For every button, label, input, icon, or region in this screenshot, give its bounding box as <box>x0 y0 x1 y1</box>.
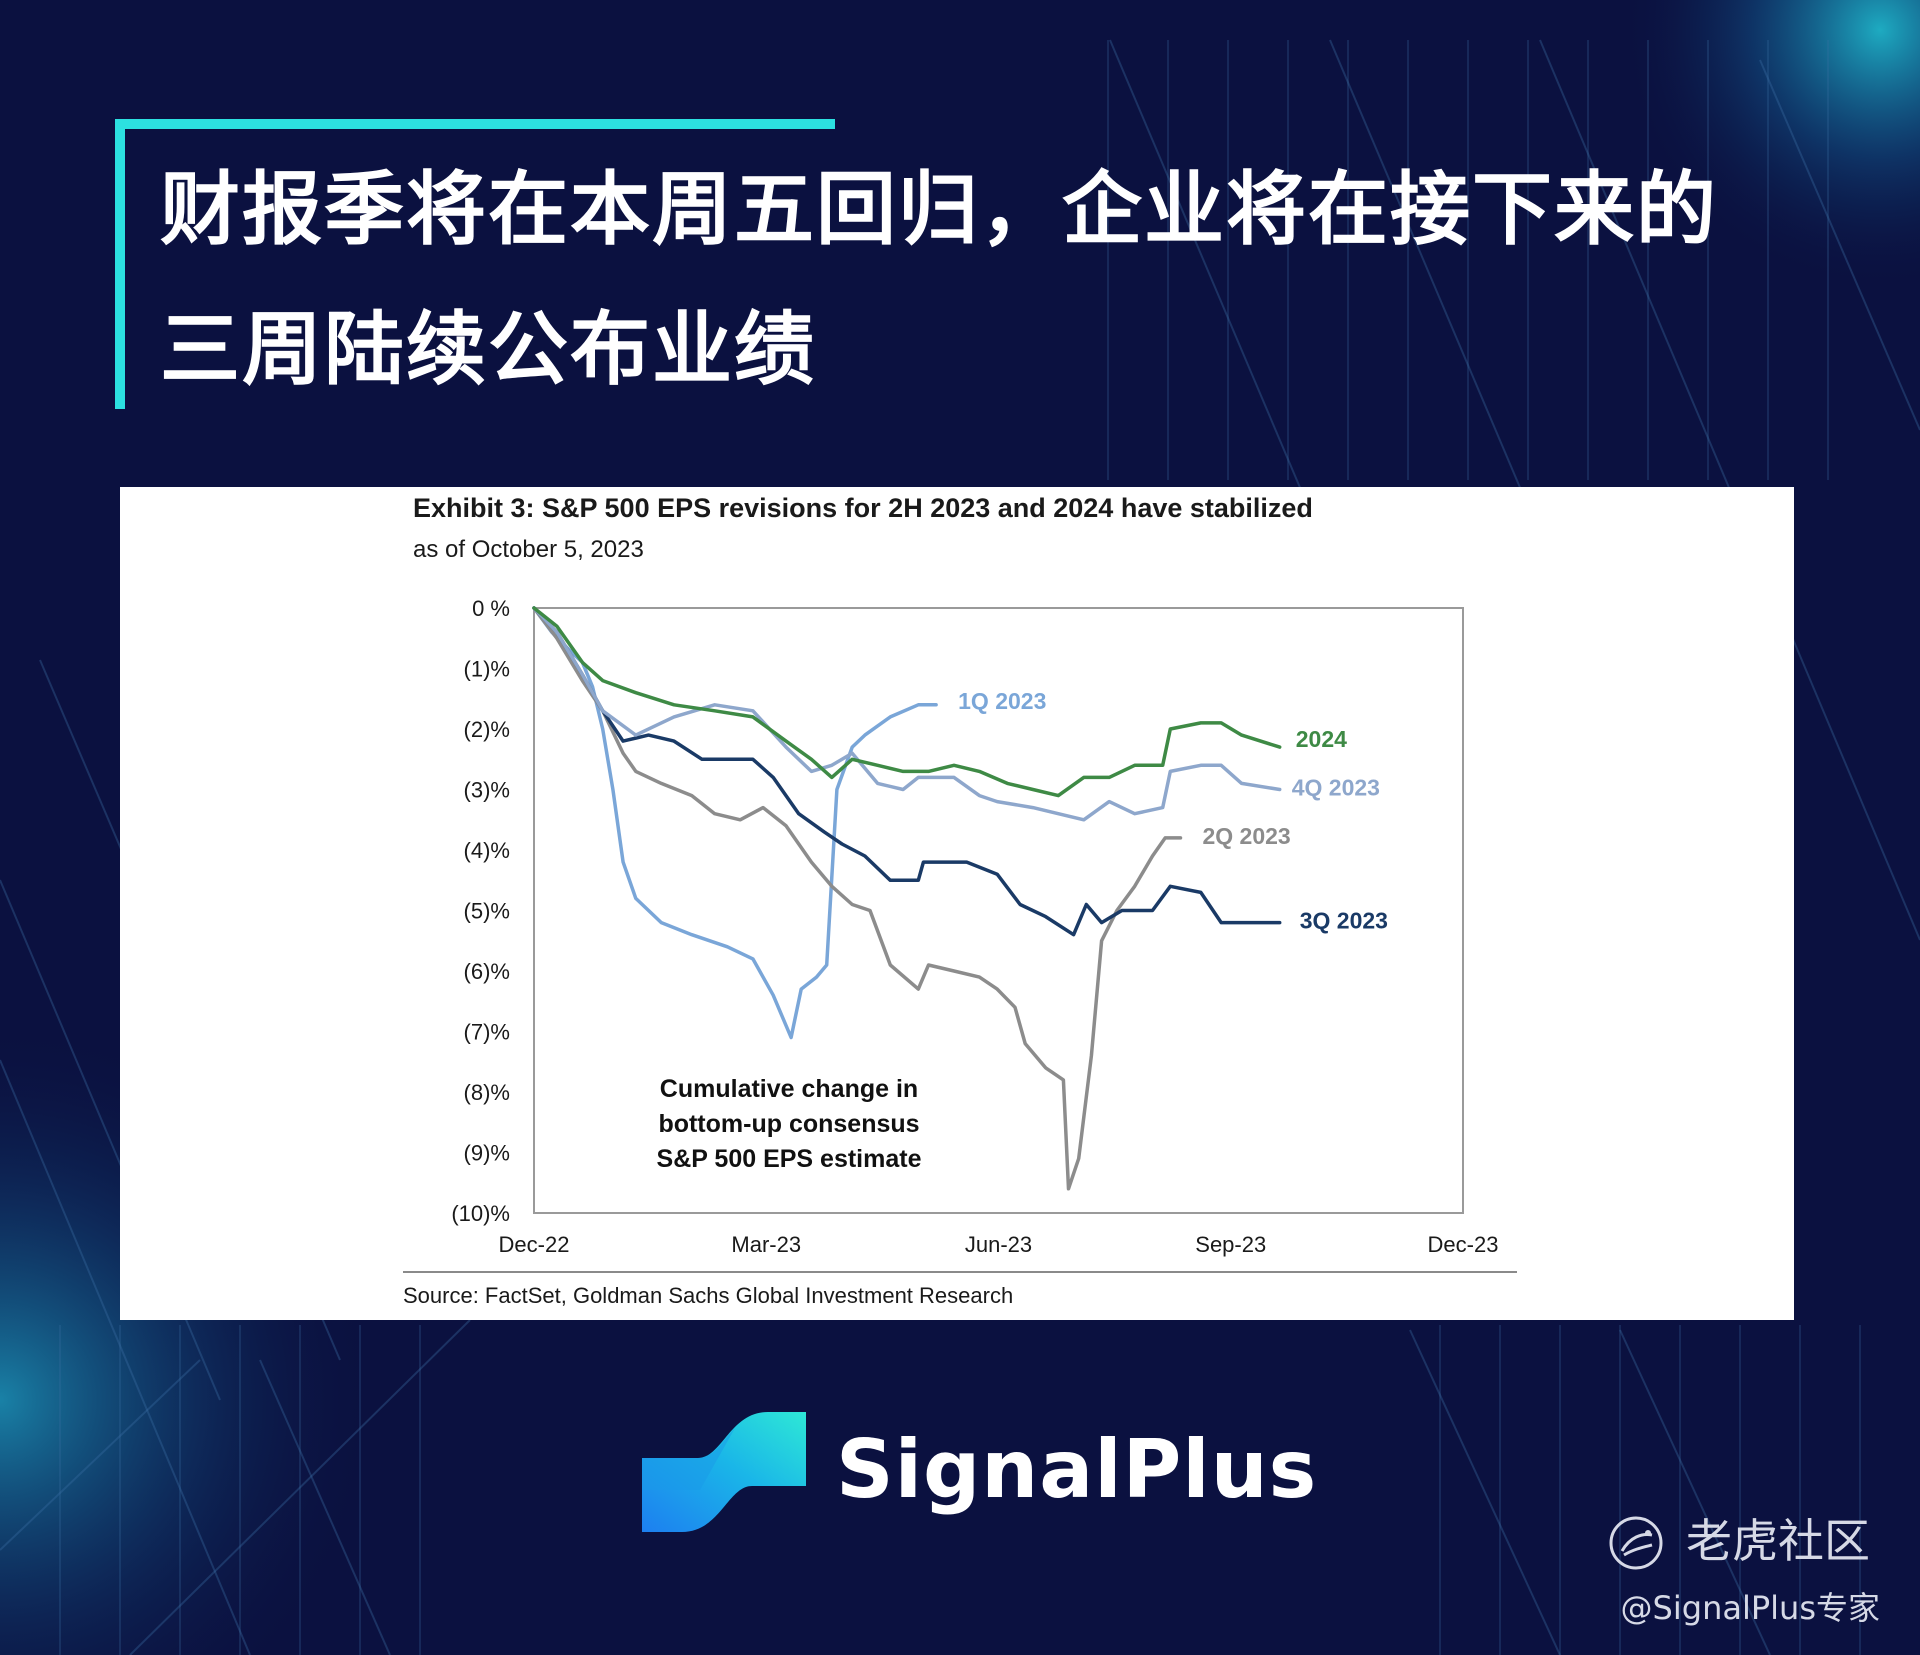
y-tick-label: (9)% <box>464 1141 510 1166</box>
page-title: 财报季将在本周五回归，企业将在接下来的 三周陆续公布业绩 <box>160 140 1800 420</box>
y-tick-label: (4)% <box>464 838 510 863</box>
watermark-community: 老虎社区 <box>1686 1514 1870 1568</box>
y-tick-label: (5)% <box>464 899 510 924</box>
chart-source: Source: FactSet, Goldman Sachs Global In… <box>403 1283 1014 1308</box>
page-title-line-1: 财报季将在本周五回归，企业将在接下来的 <box>160 163 1718 256</box>
series-label-1q-2023: 1Q 2023 <box>958 688 1046 714</box>
y-tick-label: (1)% <box>464 657 510 682</box>
x-tick-label: Sep-23 <box>1195 1232 1266 1257</box>
series-line-2q-2023 <box>532 606 1183 1191</box>
page-title-line-2: 三周陆续公布业绩 <box>160 303 816 396</box>
series-line-4q-2023 <box>532 606 1282 822</box>
title-accent-bar-top <box>115 119 835 129</box>
watermark-handle: @SignalPlus专家 <box>1620 1589 1880 1627</box>
y-tick-label: 0 % <box>472 596 510 621</box>
exhibit-card: Exhibit 3: S&P 500 EPS revisions for 2H … <box>120 487 1794 1320</box>
series-label-4q-2023: 4Q 2023 <box>1292 775 1380 801</box>
x-tick-label: Jun-23 <box>965 1232 1032 1257</box>
brand-name: SignalPlus <box>836 1423 1318 1516</box>
chart-subtitle: as of October 5, 2023 <box>413 536 644 563</box>
series-label-3q-2023: 3Q 2023 <box>1300 908 1388 934</box>
chart-annotation-line: bottom-up consensus <box>658 1110 919 1138</box>
y-tick-label: (10)% <box>451 1201 510 1226</box>
title-accent-bar-left <box>115 119 125 409</box>
chart-annotation-line: S&P 500 EPS estimate <box>657 1145 922 1173</box>
chart-title: Exhibit 3: S&P 500 EPS revisions for 2H … <box>413 493 1313 523</box>
y-tick-label: (8)% <box>464 1080 510 1105</box>
series-line-1q-2023 <box>532 606 938 1040</box>
series-label-2q-2023: 2Q 2023 <box>1202 823 1290 849</box>
signalplus-logo-icon <box>642 1412 806 1532</box>
x-tick-label: Dec-23 <box>1428 1232 1499 1257</box>
chart-annotation-line: Cumulative change in <box>660 1075 918 1103</box>
y-tick-label: (7)% <box>464 1020 510 1045</box>
x-tick-label: Dec-22 <box>499 1232 570 1257</box>
plot-area-frame <box>533 607 1464 1214</box>
x-tick-label: Mar-23 <box>731 1232 801 1257</box>
tiger-community-icon <box>1609 1516 1663 1570</box>
y-tick-label: (2)% <box>464 717 510 742</box>
y-tick-label: (3)% <box>464 778 510 803</box>
y-tick-label: (6)% <box>464 959 510 984</box>
eps-revisions-chart: 0 % (1)% (2)% (3)% (4)% (5)% (6)% (7)% (8)% (9)% (… <box>403 596 1517 1273</box>
series-label-2024: 2024 <box>1296 726 1347 752</box>
series-line-2024 <box>532 606 1282 798</box>
series-line-3q-2023 <box>532 606 1282 937</box>
